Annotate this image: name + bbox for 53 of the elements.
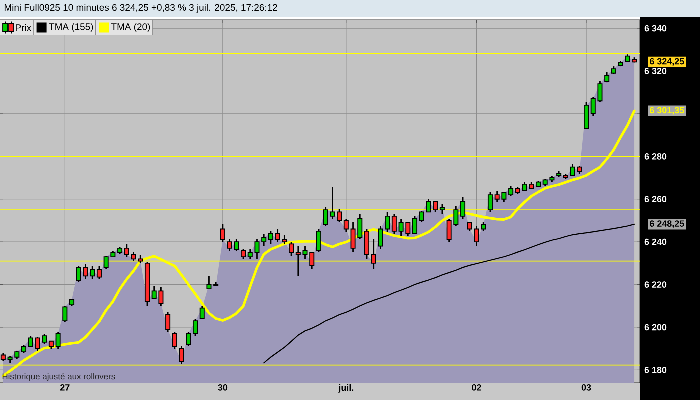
candlestick xyxy=(192,318,198,337)
candlestick xyxy=(96,266,102,280)
chart-title: Mini Full0925 10 minutes 6 324,25 +0,83 % 3 juil. 2025, 17:26:12 xyxy=(4,4,278,13)
candlestick xyxy=(42,333,48,345)
x-tick-label: 02 xyxy=(472,384,482,391)
candlestick xyxy=(584,102,590,130)
data-label: 6 301,35 xyxy=(650,107,684,115)
candlestick xyxy=(220,224,226,243)
y-tick-label: 6 240 xyxy=(644,238,667,246)
x-tick-label: 27 xyxy=(60,384,70,391)
candlestick xyxy=(172,331,178,350)
x-tick-label: juil. xyxy=(338,384,354,393)
candlestick xyxy=(206,276,212,290)
candlestick xyxy=(166,312,171,333)
data-label: 6 248,25 xyxy=(650,220,684,228)
candlestick xyxy=(344,218,349,233)
candlestick xyxy=(179,346,184,365)
candlestick xyxy=(56,331,61,350)
candlestick xyxy=(62,305,68,323)
candlestick xyxy=(262,234,267,248)
candlestick xyxy=(124,244,130,258)
candlestick xyxy=(200,305,205,320)
candlestick xyxy=(337,208,342,224)
candlestick xyxy=(378,226,384,250)
candlestick xyxy=(316,228,322,254)
candlestick xyxy=(460,196,466,220)
y-tick-label: 6 340 xyxy=(644,25,667,32)
y-tick-label: 6 220 xyxy=(644,282,667,288)
x-tick-label: 30 xyxy=(218,384,228,391)
y-tick-label: 6 280 xyxy=(644,153,667,160)
candlestick xyxy=(392,214,397,236)
y-tick-label: 6 320 xyxy=(644,68,667,74)
x-tick-label: 03 xyxy=(582,384,592,391)
data-label: 6 324,25 xyxy=(650,58,684,66)
y-tick-label: 6 260 xyxy=(644,196,667,203)
y-tick-label: 6 200 xyxy=(644,324,667,331)
candlestick xyxy=(508,186,514,198)
candlestick xyxy=(289,242,294,258)
candlestick xyxy=(364,228,370,260)
candlestick xyxy=(268,230,274,246)
candlestick xyxy=(371,238,376,270)
candlestick xyxy=(385,212,390,233)
annotation: Historique ajusté aux rollovers xyxy=(2,373,116,382)
legend-label: Prix xyxy=(16,24,32,32)
candlestick xyxy=(241,248,246,260)
y-tick-label: 6 180 xyxy=(644,367,667,374)
candlestick xyxy=(433,200,438,214)
candlestick xyxy=(412,216,418,236)
legend-label: TMA (20) xyxy=(111,23,150,32)
candlestick xyxy=(186,331,192,347)
legend-label: TMA (155) xyxy=(49,23,94,32)
candlestick xyxy=(440,204,445,216)
candlestick xyxy=(488,192,493,214)
